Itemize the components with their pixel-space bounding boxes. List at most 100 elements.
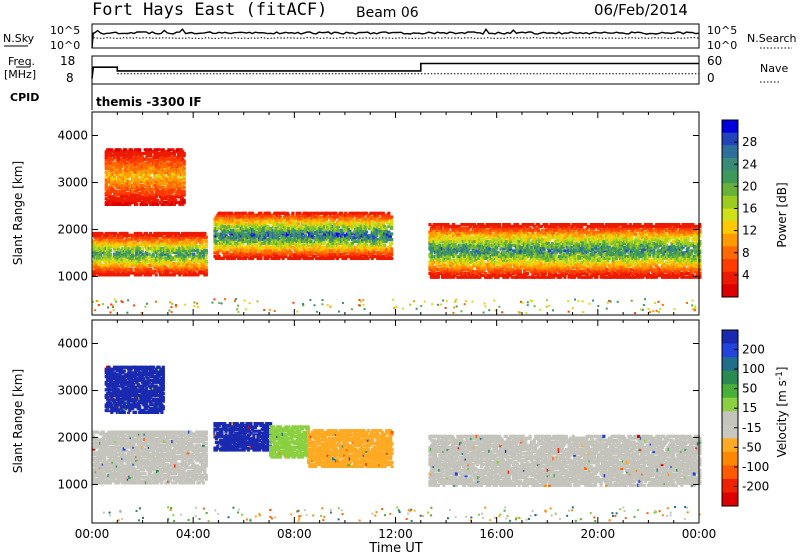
power-cell bbox=[271, 230, 276, 234]
power-cell bbox=[121, 235, 125, 239]
power-cell bbox=[118, 185, 122, 190]
power-cell bbox=[104, 161, 108, 165]
power-cell bbox=[153, 170, 157, 175]
power-cell bbox=[121, 199, 125, 203]
power-cell bbox=[324, 217, 328, 221]
power-cell bbox=[147, 237, 151, 241]
power-cell bbox=[103, 254, 107, 258]
power-cell bbox=[342, 254, 346, 259]
power-cell bbox=[370, 245, 374, 249]
power-cell bbox=[126, 157, 131, 161]
power-cell bbox=[151, 178, 156, 182]
power-cell bbox=[114, 155, 118, 159]
power-cell bbox=[263, 221, 267, 225]
power-cell bbox=[327, 254, 331, 259]
power-cell bbox=[122, 159, 126, 163]
power-cell bbox=[390, 224, 394, 229]
power-cell bbox=[461, 256, 465, 261]
power-cell bbox=[165, 235, 169, 239]
power-cell bbox=[161, 180, 165, 184]
power-cell bbox=[94, 261, 98, 266]
power-cell bbox=[385, 221, 390, 225]
power-cell bbox=[274, 234, 278, 238]
power-cell bbox=[333, 230, 337, 234]
power-cell bbox=[214, 241, 218, 245]
power-cell bbox=[130, 258, 135, 262]
power-cell bbox=[381, 256, 385, 261]
power-cell bbox=[142, 271, 146, 275]
power-cell bbox=[92, 260, 96, 264]
power-cell bbox=[370, 243, 374, 247]
power-cell bbox=[179, 174, 183, 178]
power-cell bbox=[446, 260, 450, 264]
power-cell bbox=[239, 251, 244, 255]
power-cell bbox=[228, 241, 232, 245]
power-cell bbox=[156, 168, 160, 173]
power-cell bbox=[104, 182, 108, 186]
power-cell bbox=[182, 152, 186, 156]
power-cell bbox=[172, 165, 177, 169]
power-cell bbox=[162, 271, 167, 275]
power-cell bbox=[115, 167, 119, 171]
power-cell bbox=[194, 263, 199, 268]
power-cell bbox=[129, 159, 133, 163]
power-cell bbox=[162, 235, 167, 239]
power-cell bbox=[305, 238, 309, 242]
power-cell bbox=[467, 262, 471, 266]
power-cell bbox=[230, 245, 234, 249]
power-cell bbox=[299, 253, 303, 257]
power-cell bbox=[174, 265, 178, 269]
power-cell bbox=[160, 233, 164, 237]
power-cell bbox=[146, 243, 150, 247]
power-cell bbox=[106, 180, 110, 184]
power-cell bbox=[381, 230, 385, 234]
power-cell bbox=[143, 183, 147, 188]
power-cell bbox=[232, 256, 237, 261]
power-cell bbox=[377, 239, 381, 244]
power-cell bbox=[122, 163, 126, 167]
power-cell bbox=[271, 221, 276, 225]
power-cell bbox=[446, 228, 450, 232]
power-cell bbox=[168, 174, 172, 178]
power-cell bbox=[124, 195, 128, 199]
power-cell bbox=[161, 231, 165, 236]
power-cell bbox=[194, 245, 199, 249]
power-cell bbox=[100, 231, 104, 236]
power-cell bbox=[151, 180, 156, 184]
power-cell bbox=[331, 234, 335, 238]
power-cell bbox=[105, 235, 110, 239]
power-cell bbox=[196, 273, 200, 277]
power-cell bbox=[428, 264, 432, 268]
power-cell bbox=[460, 238, 464, 242]
power-cell bbox=[307, 228, 312, 232]
power-cell bbox=[234, 236, 238, 240]
power-cell bbox=[230, 217, 234, 221]
power-cell bbox=[307, 213, 312, 217]
power-cell bbox=[482, 230, 486, 234]
power-cell bbox=[387, 251, 391, 255]
power-cell bbox=[484, 271, 488, 276]
power-cell bbox=[136, 180, 140, 184]
frequency-panel-frame bbox=[91, 55, 700, 85]
power-cell bbox=[349, 243, 353, 247]
power-cell bbox=[337, 243, 341, 247]
power-cell bbox=[172, 245, 176, 249]
freq-left-tick-top: 18 bbox=[60, 54, 75, 68]
power-cell bbox=[140, 155, 145, 159]
power-cell bbox=[277, 234, 281, 238]
power-cell bbox=[253, 221, 257, 225]
power-cell bbox=[118, 261, 122, 266]
power-cell bbox=[146, 267, 150, 271]
power-cell bbox=[174, 189, 178, 193]
power-cell bbox=[203, 233, 207, 237]
power-cell bbox=[111, 243, 115, 247]
power-cell bbox=[136, 239, 140, 243]
power-cell bbox=[370, 251, 374, 255]
power-cell bbox=[164, 245, 168, 249]
power-cell bbox=[479, 226, 484, 230]
power-cell bbox=[181, 165, 185, 169]
power-cell bbox=[147, 252, 151, 256]
power-cell bbox=[472, 256, 477, 261]
power-cell bbox=[433, 273, 438, 277]
power-cell bbox=[248, 247, 252, 251]
